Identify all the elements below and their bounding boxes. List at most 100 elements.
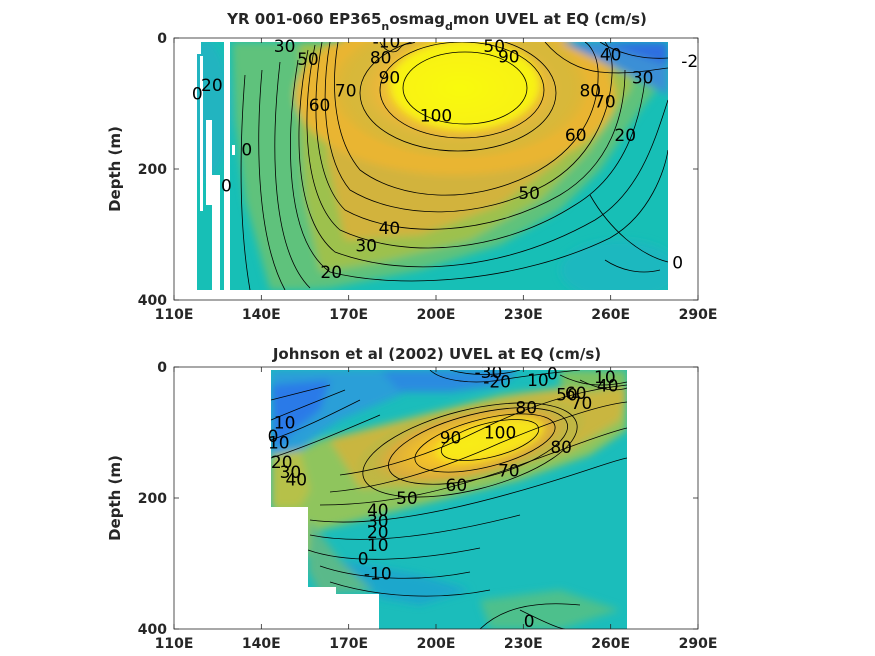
contour-label: 60 <box>565 384 587 404</box>
panel-1-title: YR 001-060 EP365nosmagdmon UVEL at EQ (c… <box>226 10 647 33</box>
contour-label: 70 <box>335 81 357 101</box>
y-tick-label: 0 <box>157 31 167 47</box>
contour-label: 30 <box>355 237 377 257</box>
contour-label: 80 <box>579 81 601 101</box>
contour-label: 30 <box>280 463 302 483</box>
contour-label: 20 <box>271 453 293 473</box>
contour-label: -30 <box>475 363 503 383</box>
contour-label: 30 <box>274 37 296 57</box>
panel-1: YR 001-060 EP365nosmagdmon UVEL at EQ (c… <box>106 10 756 323</box>
contour-label: 50 <box>518 184 540 204</box>
x-tick-label: 110E <box>155 636 194 652</box>
contour-label: 50 <box>556 386 578 406</box>
contour-label: 20 <box>201 76 223 96</box>
x-tick-label: 200E <box>417 307 456 323</box>
contour-label: 0 <box>358 549 369 569</box>
x-tick-label: 140E <box>242 307 281 323</box>
x-tick-label: 230E <box>504 636 543 652</box>
contour-label: 0 <box>268 427 279 447</box>
contour-label: 10 <box>594 368 616 388</box>
contour-label: 10 <box>268 433 290 453</box>
contour-label: 0 <box>221 176 232 196</box>
contour-label: 0 <box>547 365 558 385</box>
contour-label: 90 <box>440 429 462 449</box>
contour-label: 90 <box>379 68 401 88</box>
x-tick-label: 110E <box>155 307 194 323</box>
panel-2-ylabel: Depth (m) <box>106 455 124 541</box>
contour-label: -20 <box>681 52 709 72</box>
contour-label: 0 <box>524 612 535 632</box>
contour-label: 40 <box>367 501 389 521</box>
contour-label: 70 <box>594 93 616 113</box>
x-tick-label: 260E <box>591 636 630 652</box>
contour-label: 50 <box>483 37 505 57</box>
panel-1-title-c: mon UVEL at EQ (cm/s) <box>453 10 647 28</box>
contour-label: 60 <box>309 96 331 116</box>
contour-label: 20 <box>320 263 342 283</box>
panel-2-xticks: 110E 140E 170E 200E 230E 260E 290E <box>155 367 718 652</box>
x-tick-label: 230E <box>504 307 543 323</box>
contour-label: 80 <box>550 438 572 458</box>
panel-2: Johnson et al (2002) UVEL at EQ (cm/s) <box>106 345 717 652</box>
contour-label: 80 <box>370 49 392 69</box>
panel-1-title-b: osmag <box>389 10 445 28</box>
contour-label: -20 <box>483 372 511 392</box>
contour-label: 70 <box>571 394 593 414</box>
contour-label: 100 <box>484 424 516 444</box>
contour-label: 90 <box>498 47 520 67</box>
contour-label: 0 <box>192 85 203 105</box>
panel-2-title: Johnson et al (2002) UVEL at EQ (cm/s) <box>272 345 601 363</box>
panel-2-nodata <box>174 367 698 629</box>
contour-label: 30 <box>632 68 654 88</box>
contour-label: 10 <box>527 371 549 391</box>
x-tick-label: 260E <box>591 307 630 323</box>
x-tick-label: 170E <box>329 636 368 652</box>
contour-label: 70 <box>498 461 520 481</box>
x-tick-label: 290E <box>679 636 718 652</box>
panel-1-title-a: YR 001-060 EP365 <box>226 10 381 28</box>
panel-2-contours <box>270 369 628 629</box>
contour-label: 60 <box>446 476 468 496</box>
contour-label: 10 <box>734 113 756 133</box>
contour-label: 40 <box>597 376 619 396</box>
panel-1-title-sub2: d <box>445 20 453 33</box>
contour-label: 50 <box>297 50 319 70</box>
contour-label: 30 <box>367 512 389 532</box>
y-tick-label: 200 <box>138 491 167 507</box>
contour-label: 10 <box>274 414 296 434</box>
panel-1-ylabel: Depth (m) <box>106 126 124 212</box>
contour-label: 40 <box>600 45 622 65</box>
contour-label: 0 <box>241 140 252 160</box>
contour-label: 80 <box>515 399 537 419</box>
x-tick-label: 290E <box>679 307 718 323</box>
contour-label: 100 <box>420 106 452 126</box>
y-tick-label: 400 <box>138 293 167 309</box>
contour-label: 20 <box>367 523 389 543</box>
y-tick-label: 400 <box>138 622 167 638</box>
panel-1-xticks: 110E 140E 170E 200E 230E 260E 290E <box>155 38 718 323</box>
x-tick-label: 140E <box>242 636 281 652</box>
contour-label: 40 <box>379 219 401 239</box>
contour-label: -10 <box>373 32 401 52</box>
panel-1-nodata <box>174 38 698 300</box>
x-tick-label: 170E <box>329 307 368 323</box>
contour-label: 10 <box>367 536 389 556</box>
y-tick-label: 0 <box>157 360 167 376</box>
y-tick-label: 200 <box>138 162 167 178</box>
contour-label: 20 <box>614 126 636 146</box>
x-tick-label: 200E <box>417 636 456 652</box>
panel-1-contours <box>240 38 669 291</box>
contour-label: 40 <box>285 471 307 491</box>
contour-label: 60 <box>565 126 587 146</box>
contour-label: 0 <box>672 254 683 274</box>
panel-1-title-sub1: n <box>381 20 389 33</box>
contour-label: 50 <box>396 489 418 509</box>
contour-label: -10 <box>364 564 392 584</box>
